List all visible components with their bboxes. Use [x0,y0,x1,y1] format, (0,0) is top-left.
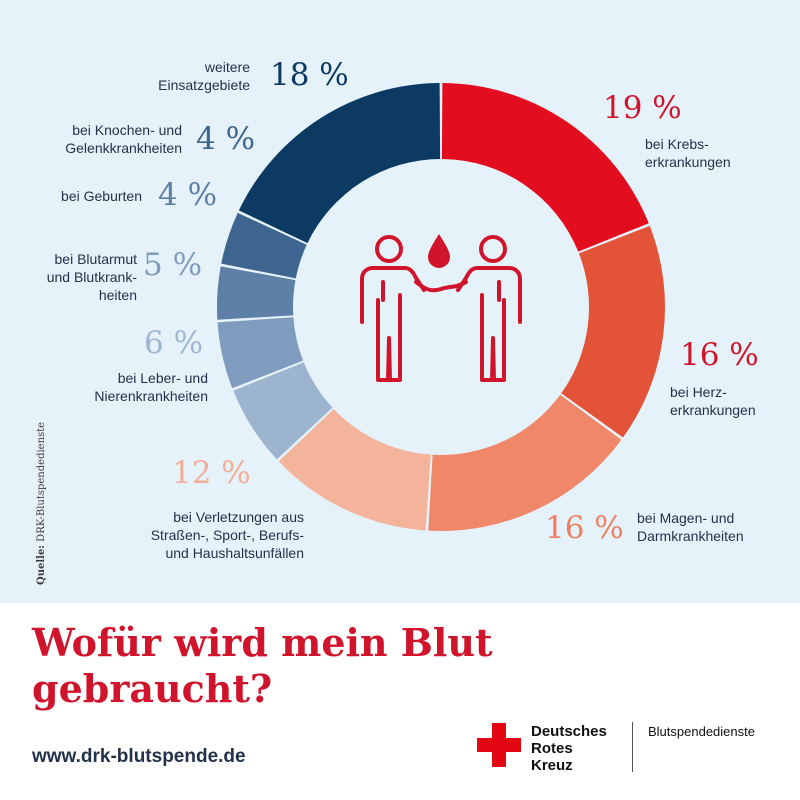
source-prefix: Quelle: [36,545,47,585]
brand-service: Blutspendedienste [648,724,755,739]
slice-pct-magen: 16 % [545,510,624,546]
two-people-blood-drop-icon [360,234,522,382]
slice-pct-krebs: 19 % [603,90,682,126]
donut-slice-0 [441,83,649,252]
source-note: Quelle: DRK-Blutspendedienste [36,422,47,585]
slice-pct-weitere: 18 % [270,57,349,93]
slice-label-blutarmut: bei Blutarmut und Blutkrank- heiten [46,251,137,303]
slice-label-leber: bei Leber- und Nierenkrankheiten [94,370,208,404]
brand-divider [632,722,633,772]
slice-label-weitere: weitere Einsatzgebiete [158,59,250,93]
donut-slice-4 [233,362,333,460]
slice-label-krebs: bei Krebs- erkrankungen [645,136,731,170]
donut-slice-5 [217,317,304,389]
red-cross-icon [477,723,521,767]
blood-drop-icon [428,234,450,268]
donut-slice-6 [217,266,296,320]
slice-pct-geburten: 4 % [158,177,218,213]
slice-label-herz: bei Herz- erkrankungen [670,384,756,418]
donut-slice-7 [221,212,307,279]
chart-panel: 19 % bei Krebs- erkrankungen 16 % bei He… [0,0,800,603]
donut-slice-3 [278,408,431,531]
donut-slice-1 [561,225,665,438]
brand-name: Deutsches Rotes Kreuz [531,723,607,774]
slice-label-knochen: bei Knochen- und Gelenkkrankheiten [65,122,182,156]
slice-pct-leber: 6 % [144,325,204,361]
donut-chart [217,83,665,531]
slice-pct-verletzungen: 12 % [172,455,251,491]
donut-slice-8 [238,83,441,244]
source-text: DRK-Blutspendedienste [36,421,47,545]
donut-slice-2 [428,394,622,531]
website-link[interactable]: www.drk-blutspende.de [32,746,246,767]
slice-label-magen: bei Magen- und Darmkrankheiten [637,510,744,544]
slice-pct-knochen: 4 % [196,121,256,157]
slice-label-geburten: bei Geburten [61,188,142,204]
slice-label-verletzungen: bei Verletzungen aus Straßen-, Sport-, B… [150,509,304,561]
page-title: Wofür wird mein Blut gebraucht? [32,620,493,711]
slice-pct-blutarmut: 5 % [143,247,203,283]
slice-pct-herz: 16 % [680,337,759,373]
